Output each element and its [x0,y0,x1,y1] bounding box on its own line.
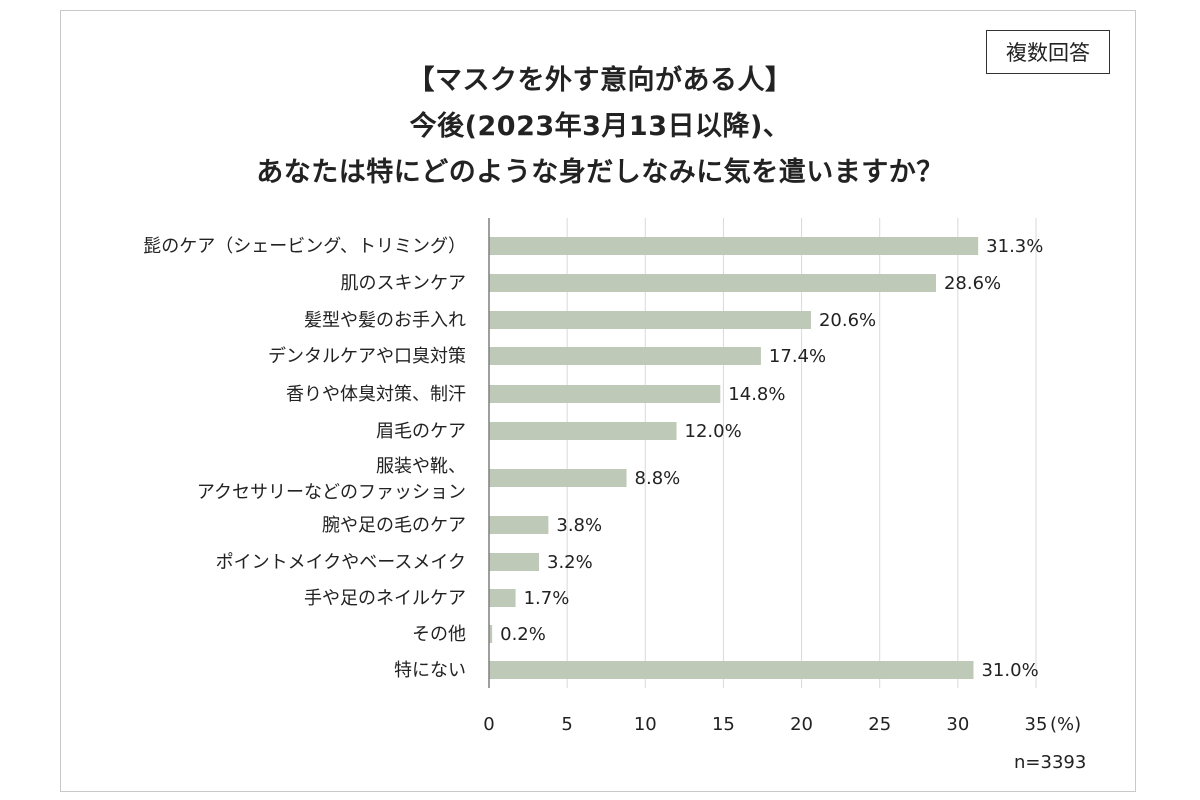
category-label: デンタルケアや口臭対策 [268,346,466,367]
category-label: 腕や足の毛のケア [322,515,466,536]
bar-value-label: 28.6% [944,273,1001,294]
bar-value-label: 8.8% [635,468,681,489]
category-label: 特にない [394,660,466,681]
x-tick-label: 5 [561,714,572,735]
category-label: その他 [412,624,466,645]
bar [489,311,811,329]
bar-value-label: 31.3% [986,236,1043,257]
chart-title-line-3: あなたは特にどのような身だしなみに気を遣いますか？ [256,157,944,188]
multiple-answer-badge: 複数回答 [986,30,1110,74]
x-tick-label: 10 [634,714,657,735]
x-tick-label: 15 [712,714,735,735]
bar [489,553,540,571]
category-label: 服装や靴、 [376,456,466,477]
chart-title-line-1: 【マスクを外す意向がある人】 [407,65,793,96]
category-label: アクセサリーなどのファッション [197,482,466,503]
bar-value-label: 31.0% [981,660,1038,681]
category-label: 髭のケア（シェービング、トリミング） [143,235,466,257]
category-label: ポイントメイクやベースメイク [216,552,466,573]
category-label: 眉毛のケア [376,421,466,442]
x-tick-label: 25 [868,714,891,735]
bar-value-label: 3.8% [556,515,602,536]
category-label: 手や足のネイルケア [304,588,466,609]
bar [489,422,677,440]
bar [489,516,549,534]
bar-value-label: 12.0% [685,421,742,442]
bar-value-label: 17.4% [769,346,826,367]
bar-value-label: 1.7% [524,588,570,609]
bar-value-label: 14.8% [728,384,785,405]
bar [489,625,493,643]
bar [489,469,627,487]
x-unit-label: (%) [1050,714,1081,735]
x-tick-label: 0 [483,714,494,735]
bar [489,274,936,292]
category-label: 髪型や髪のお手入れ [304,309,466,331]
category-label: 肌のスキンケア [341,273,466,294]
bar-value-label: 20.6% [819,310,876,331]
x-tick-label: 20 [790,714,813,735]
chart-title-line-2: 今後(2023年3月13日以降)、 [409,111,791,142]
bar [489,589,516,607]
x-tick-label: 30 [946,714,969,735]
bar-value-label: 3.2% [547,552,593,573]
bar [489,385,721,403]
sample-size-note: n=3393 [1014,752,1087,773]
x-tick-label: 35 [1025,714,1048,735]
category-label: 香りや体臭対策、制汗 [286,384,466,405]
bar [489,347,761,365]
bar [489,661,974,679]
bar [489,237,979,255]
bar-value-label: 0.2% [500,624,546,645]
